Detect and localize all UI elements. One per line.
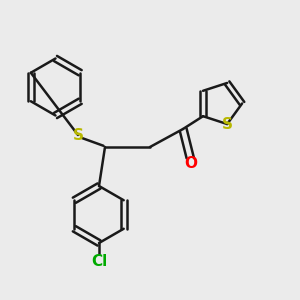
Text: Cl: Cl [91, 254, 107, 268]
Text: S: S [73, 128, 83, 142]
Text: O: O [184, 156, 197, 171]
Text: S: S [222, 116, 233, 131]
